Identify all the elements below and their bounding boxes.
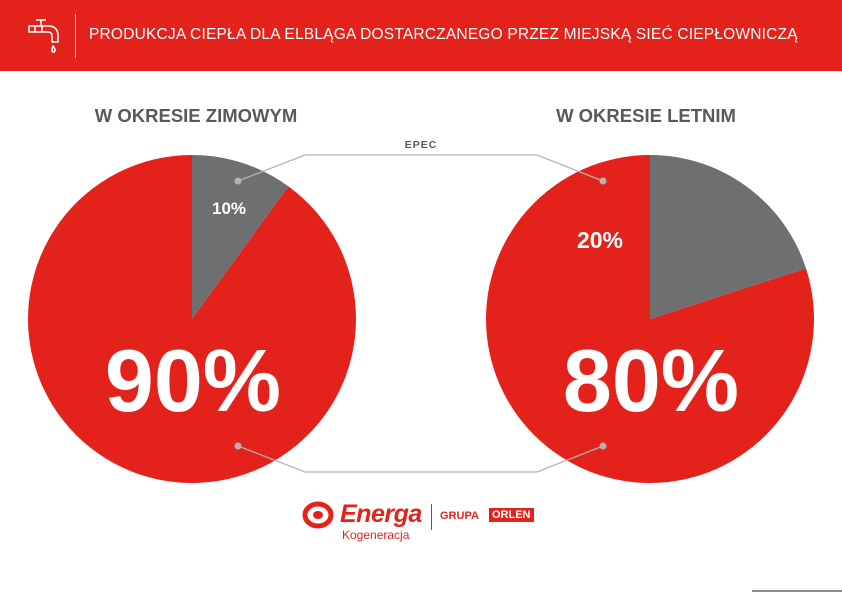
page-title: PRODUKCJA CIEPŁA DLA ELBLĄGA DOSTARCZANE… <box>89 26 798 43</box>
pie-slice-summer-epec <box>650 155 806 319</box>
chart-title-summer: W OKRESIE LETNIM <box>556 105 736 126</box>
header-divider <box>75 14 76 58</box>
epec-connector <box>237 154 604 473</box>
data-label-summer-epec: 20% <box>577 227 623 253</box>
energa-logo: Energa Kogeneracja GRUPA ORLEN <box>300 498 550 548</box>
connector-label: EPEC <box>405 139 438 151</box>
summer-pie <box>485 155 814 483</box>
pie-charts: W OKRESIE ZIMOWYM W OKRESIE LETNIM EPEC … <box>28 105 814 483</box>
energa-swirl-icon <box>302 501 334 529</box>
connector-dots <box>234 177 607 450</box>
chart-title-winter: W OKRESIE ZIMOWYM <box>95 105 297 126</box>
bottom-rule <box>752 590 842 592</box>
header-bar: PRODUKCJA CIEPŁA DLA ELBLĄGA DOSTARCZANE… <box>0 0 842 71</box>
data-label-winter-epec: 10% <box>212 199 246 218</box>
group-label: GRUPA <box>440 510 479 522</box>
brand-name: Energa <box>340 500 422 528</box>
group-badge: ORLEN <box>489 508 534 522</box>
pie-slice-summer-main <box>485 155 814 483</box>
data-label-winter-main: 90% <box>105 331 281 430</box>
pie-slice-winter-main <box>28 155 357 483</box>
pie-slice-winter-epec <box>192 155 289 319</box>
brand-subtitle: Kogeneracja <box>342 528 410 542</box>
logo-divider <box>431 504 432 530</box>
faucet-icon <box>28 19 59 53</box>
winter-pie <box>28 155 357 483</box>
data-label-summer-main: 80% <box>563 331 739 430</box>
